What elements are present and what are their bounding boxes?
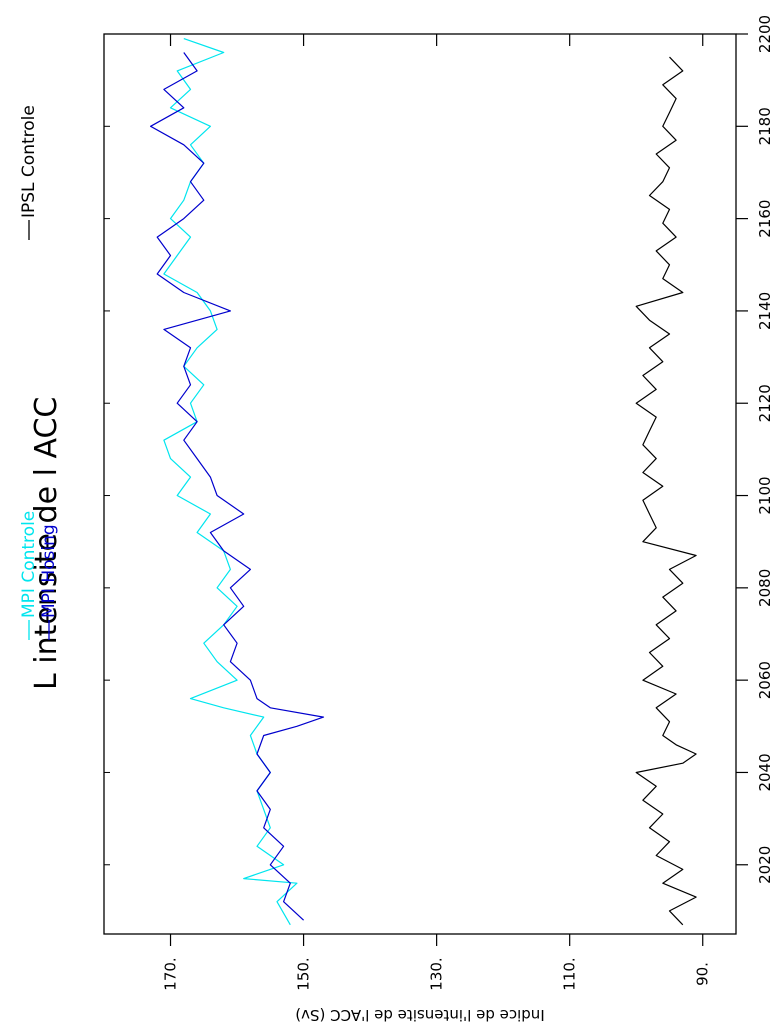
legend-entry-1: MPI Hosing (39, 524, 59, 640)
chart-title: L intensite de l ACC (29, 397, 64, 690)
series-line-1 (150, 52, 325, 921)
x-tick-label: 2140 (756, 292, 774, 330)
legend-entry-0: MPI Controle (19, 511, 39, 640)
legend-label: MPI Controle (19, 511, 39, 618)
plot-area: 2020 2040 2060 2080 2100 2120 2140 2160 2180 2200… (19, 15, 774, 1024)
legend-label: IPSL Controle (19, 105, 39, 218)
y-axis-label: Indice de l'intensite de l'ACC (Sv) (295, 1006, 544, 1024)
legend-entry-2: IPSL Controle (19, 105, 39, 240)
x-tick-label: 2160 (756, 200, 774, 238)
y-tick-label: 170. (162, 957, 180, 990)
x-tick-label: 2060 (756, 661, 774, 699)
y-tick-label: 130. (428, 957, 446, 990)
y-tick-label: 110. (561, 957, 579, 990)
x-tick-label: 2020 (756, 846, 774, 884)
x-tick-label: 2040 (756, 753, 774, 791)
y-tick-label: 150. (295, 957, 313, 990)
x-tick-label: 2080 (756, 569, 774, 607)
legend-label: MPI Hosing (39, 524, 59, 618)
y-tick-label: 90. (694, 962, 712, 986)
plot-frame (103, 33, 737, 935)
x-tick-label: 2200 (756, 15, 774, 53)
x-tick-label: 2100 (756, 476, 774, 514)
x-tick-label: 2120 (756, 384, 774, 422)
series-line-2 (635, 56, 697, 926)
x-tick-label: 2180 (756, 107, 774, 145)
